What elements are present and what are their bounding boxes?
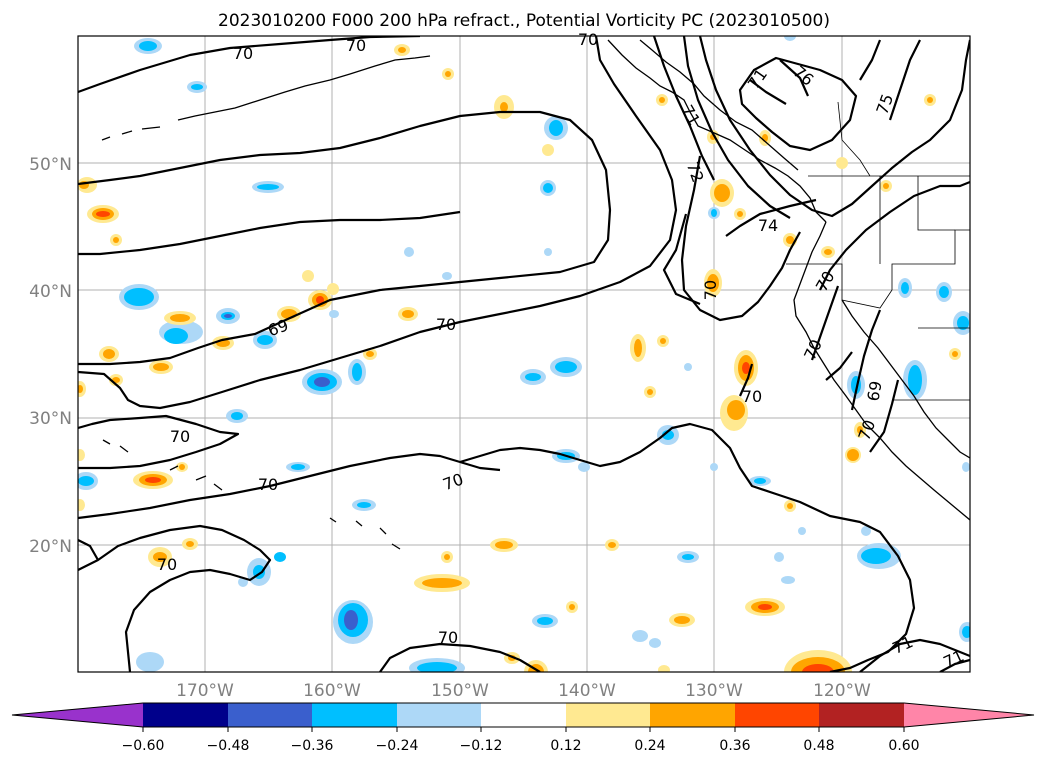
contour-label: 70 — [258, 475, 278, 494]
lon-label: 170°W — [176, 681, 234, 701]
lat-label: 20°N — [29, 537, 72, 557]
lon-label: 120°W — [813, 681, 871, 701]
lon-label: 150°W — [431, 681, 489, 701]
colorbar-bin — [228, 703, 312, 727]
map-background — [78, 36, 970, 672]
colorbar-tick-label: 0.24 — [634, 738, 665, 754]
colorbar-bin — [312, 703, 397, 727]
borders — [786, 101, 970, 401]
colorbar-bin — [397, 703, 481, 727]
colorbar-over-extend — [904, 703, 1034, 727]
colorbar-bin — [143, 703, 228, 727]
colorbar-bin — [566, 703, 650, 727]
colorbar-tick-label: −0.36 — [291, 738, 334, 754]
colorbar-tick-label: 0.60 — [888, 738, 919, 754]
figure-title: 2023010200 F000 200 hPa refract., Potent… — [218, 11, 830, 31]
colorbar-under-extend — [12, 703, 143, 727]
colorbar-ticks — [142, 727, 905, 732]
longitude-labels: 170°W 160°W 150°W 140°W 130°W 120°W — [176, 681, 871, 701]
lat-label: 50°N — [29, 155, 72, 175]
colorbar-tick-label: 0.36 — [719, 738, 750, 754]
coastlines — [101, 39, 970, 550]
colorbar-tick-label: −0.24 — [376, 738, 419, 754]
map-panel: 70 70 70 70 69 70 70 70 70 70 70 72 74 7… — [77, 30, 971, 673]
colorbar-tick-label: 0.48 — [803, 738, 834, 754]
colorbar-bin — [650, 703, 735, 727]
contour-label: 70 — [346, 36, 366, 55]
contour-label: 74 — [758, 216, 778, 235]
contour-label: 70 — [701, 280, 720, 300]
latitude-labels: 50°N 40°N 30°N 20°N — [29, 155, 72, 557]
lon-label: 140°W — [558, 681, 616, 701]
contour-label: 70 — [742, 387, 762, 406]
refractivity-contours — [78, 36, 970, 672]
lon-label: 130°W — [685, 681, 743, 701]
colorbar-tick-label: −0.48 — [207, 738, 250, 754]
pv-shading — [78, 36, 970, 672]
colorbar: −0.60 −0.48 −0.36 −0.24 −0.12 0.12 0.24 … — [11, 702, 1035, 754]
colorbar-bin — [481, 703, 566, 727]
lon-label: 160°W — [303, 681, 361, 701]
contour-label: 70 — [157, 555, 177, 574]
colorbar-bin — [735, 703, 819, 727]
gridlines — [78, 36, 970, 672]
contour-label: 70 — [578, 30, 598, 49]
contour-label: 70 — [438, 628, 458, 647]
lat-label: 30°N — [29, 409, 72, 429]
map-frame — [77, 35, 971, 673]
colorbar-tick-label: −0.60 — [122, 738, 165, 754]
colorbar-tick-label: −0.12 — [460, 738, 503, 754]
contour-label: 70 — [436, 315, 456, 334]
contour-label: 70 — [233, 44, 253, 63]
colorbar-tick-labels: −0.60 −0.48 −0.36 −0.24 −0.12 0.12 0.24 … — [122, 738, 920, 754]
contour-label: 69 — [863, 379, 885, 402]
contour-label: 70 — [170, 427, 190, 446]
colorbar-tick-label: 0.12 — [550, 738, 581, 754]
lat-label: 40°N — [29, 282, 72, 302]
colorbar-bin — [819, 703, 904, 727]
